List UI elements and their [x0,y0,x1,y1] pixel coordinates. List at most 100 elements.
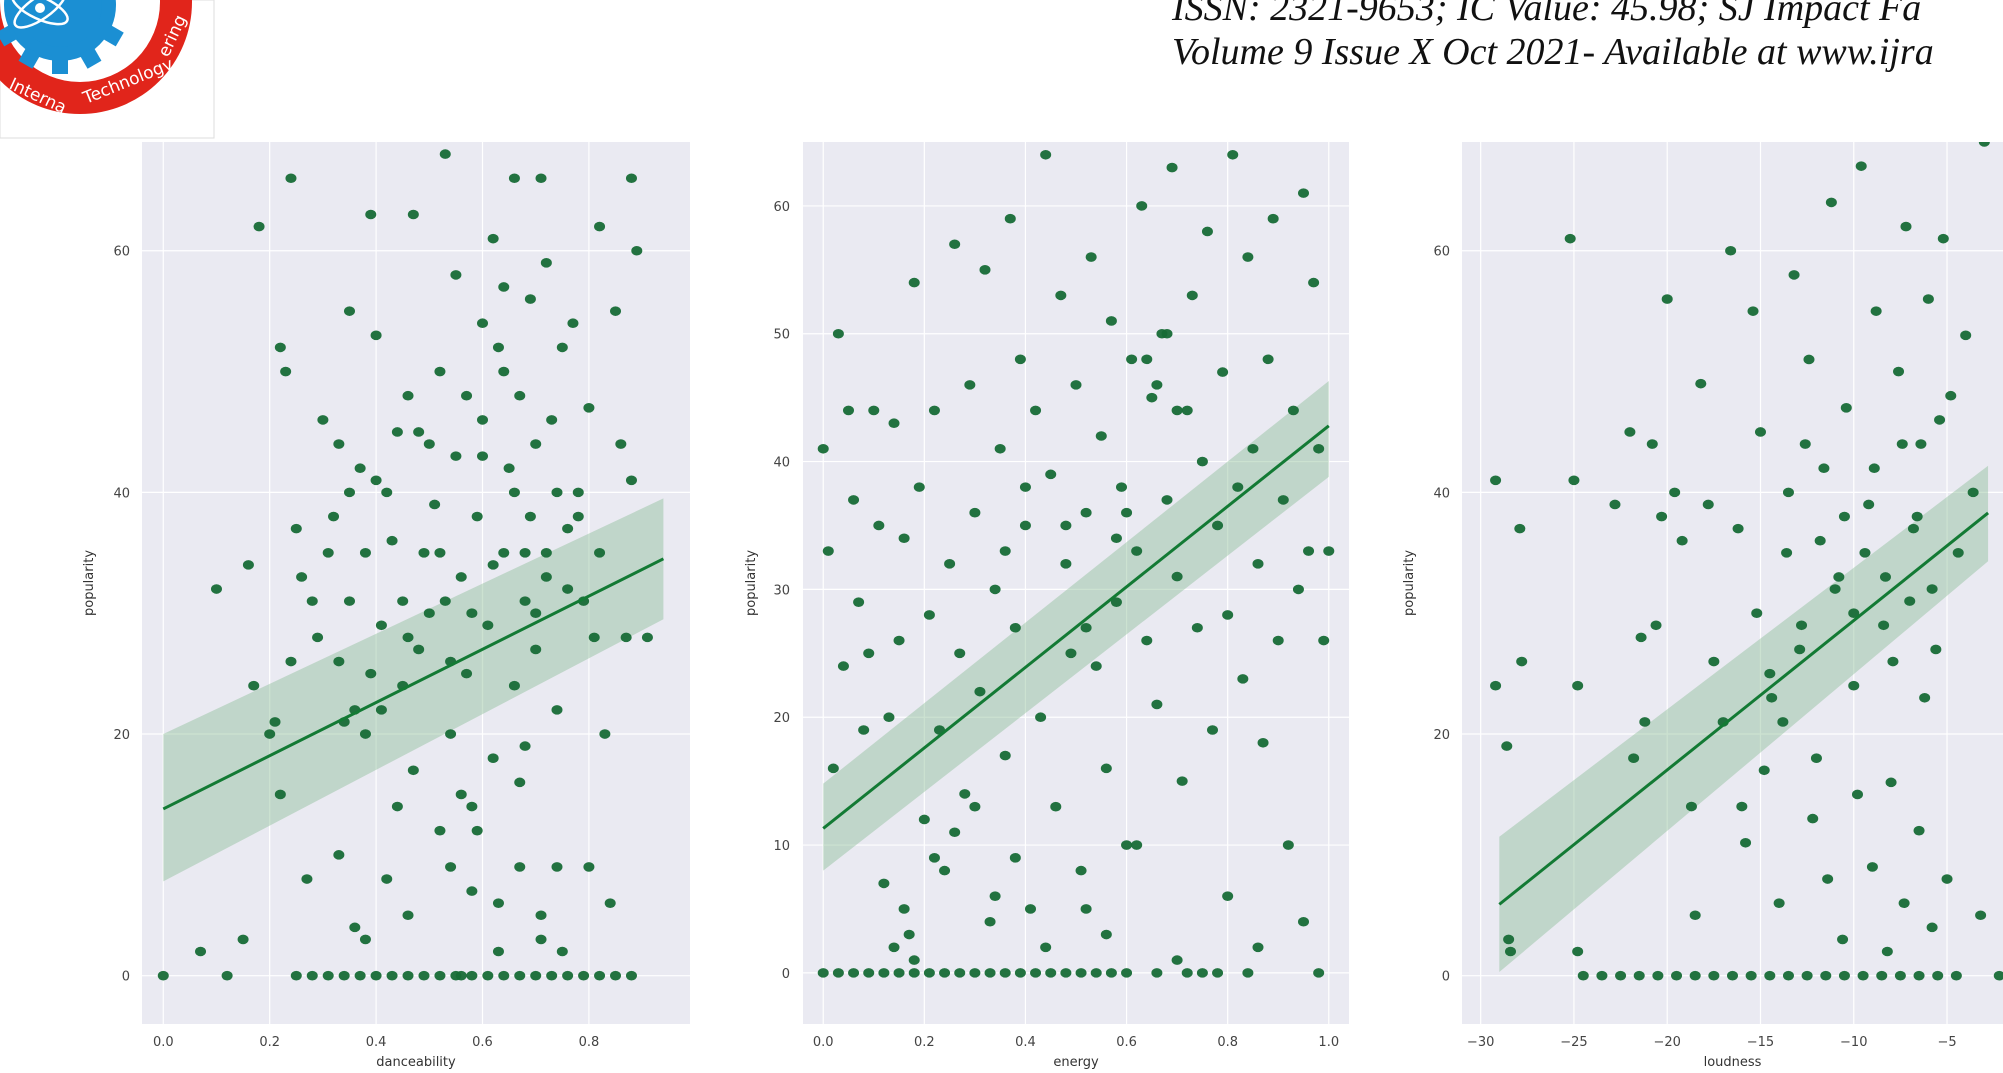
scatter-point [1876,970,1888,981]
scatter-point [999,546,1011,556]
scatter-point [1814,535,1826,546]
scatter-point [306,970,318,981]
scatter-point [1019,482,1031,492]
scatter-point [620,632,632,643]
scatter-point [1952,547,1964,558]
x-tick-label: 0.0 [153,1035,174,1050]
scatter-point [418,547,430,558]
chart-panel-2: 0.0 0.2 0.4 0.6 0.8 1.0 0 10 20 30 40 50 60 energy pop… [744,142,1349,1070]
scatter-point [1685,801,1697,812]
scatter-point [221,970,233,981]
y-tick-label: 60 [113,245,130,260]
scatter-point [1822,874,1834,884]
scatter-point [354,463,366,474]
scatter-point [1303,546,1315,556]
scatter-point [1764,970,1776,981]
scatter-point [413,427,425,437]
scatter-point [1050,801,1062,812]
scatter-point [312,632,324,643]
scatter-point [274,342,286,353]
scatter-point [498,366,510,377]
scatter-point [1893,366,1905,377]
scatter-point [1176,776,1188,786]
scatter-point [1105,968,1117,978]
scatter-point [556,342,568,353]
scatter-point [445,862,457,872]
scatter-point [848,495,860,505]
y-axis-label: popularity [1402,550,1417,616]
x-tick-label: 0.4 [1015,1035,1036,1050]
scatter-point [322,547,334,558]
scatter-point [1141,635,1153,646]
scatter-point [1736,801,1748,812]
scatter-point [1851,789,1863,800]
scatter-point [1848,608,1860,619]
scatter-point [1868,463,1880,474]
scatter-point [1232,482,1244,492]
scatter-point [418,970,430,981]
scatter-point [492,946,504,957]
scatter-point [1318,635,1330,646]
scatter-point [832,968,844,978]
scatter-point [1014,968,1026,978]
scatter-point [1151,968,1163,978]
scatter-point [969,801,981,812]
scatter-point [391,801,403,812]
scatter-point [994,443,1006,454]
scatter-point [567,318,579,329]
scatter-point [434,366,446,377]
scatter-point [508,680,520,691]
scatter-point [1732,523,1744,534]
scatter-point [1116,482,1127,492]
scatter-point [1656,511,1668,522]
scatter-point [423,608,435,619]
scatter-point [984,968,996,978]
scatter-point [939,865,951,876]
scatter-point [1313,968,1325,978]
scatter-point [1110,597,1122,607]
scatter-point [1937,233,1949,244]
scatter-point [365,209,377,220]
x-axis-label: loudness [1704,1055,1762,1070]
scatter-point [1227,149,1239,160]
scatter-point [370,475,382,486]
scatter-point [1110,533,1122,544]
scatter-point [883,712,895,723]
scatter-point [1105,316,1117,326]
scatter-point [1913,825,1925,836]
scatter-point [1837,934,1849,945]
scatter-point [1820,970,1832,981]
scatter-point [551,487,563,498]
scatter-point [583,403,595,413]
scatter-point [530,644,542,655]
y-tick-label: 40 [1433,486,1450,501]
scatter-point [1803,354,1815,365]
scatter-point [1090,968,1102,978]
scatter-point [974,686,986,697]
scatter-point [1308,277,1320,288]
scatter-point [918,814,930,825]
scatter-point [290,970,302,981]
scatter-point [1121,507,1133,518]
scatter-point [863,648,875,659]
scatter-point [434,825,446,836]
scatter-point [1237,674,1249,684]
scatter-point [1004,213,1016,224]
scatter-point [519,547,531,558]
scatter-point [1926,922,1938,933]
scatter-point [1572,946,1584,957]
scatter-point [999,968,1011,978]
scatter-point [1838,511,1850,522]
y-tick-label: 60 [1433,245,1450,260]
scatter-point [625,475,637,486]
scatter-point [898,904,910,914]
scatter-point [878,878,890,889]
scatter-point [338,970,350,981]
scatter-point [1960,330,1972,341]
scatter-point [466,801,478,812]
plot-background [1462,142,2003,1024]
scatter-point [450,451,462,461]
scatter-point [1894,970,1906,981]
scatter-point [1207,725,1218,735]
y-axis-label: popularity [744,550,759,616]
